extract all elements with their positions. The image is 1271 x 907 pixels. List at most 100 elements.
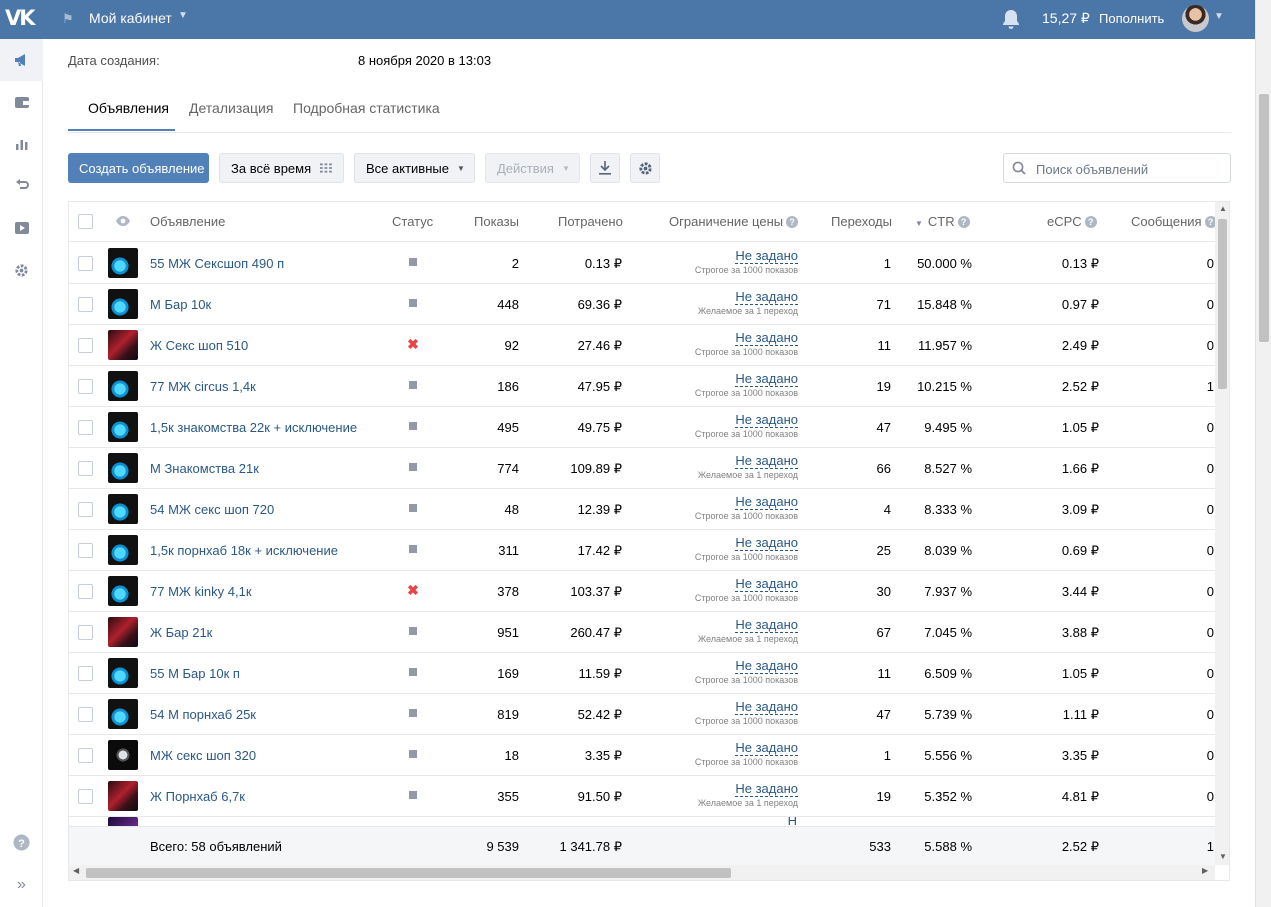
ad-thumbnail[interactable] — [108, 740, 138, 770]
row-checkbox[interactable] — [78, 420, 93, 435]
help-icon[interactable]: ? — [0, 821, 43, 863]
gear-icon[interactable] — [0, 249, 43, 291]
price-limit-link[interactable]: Не задано — [735, 658, 798, 674]
table-row[interactable]: 1,5к знакомства 22к + исключение 495 49.75… — [69, 407, 1215, 448]
ad-thumbnail[interactable] — [108, 781, 138, 811]
ad-name-link[interactable]: 54 МЖ секс шоп 720 — [150, 502, 275, 517]
avatar[interactable] — [1182, 5, 1209, 32]
ad-thumbnail[interactable] — [108, 289, 138, 319]
header-impressions[interactable]: Показы — [474, 214, 519, 229]
ad-thumbnail[interactable] — [108, 699, 138, 729]
ad-thumbnail[interactable] — [108, 535, 138, 565]
header-ecpc[interactable]: eCPC? — [1047, 214, 1097, 229]
vk-logo[interactable]: VK — [5, 6, 36, 30]
ad-name-link[interactable]: 77 МЖ kinky 4,1к — [150, 584, 252, 599]
topup-link[interactable]: Пополнить — [1099, 11, 1165, 26]
page-scrollbar[interactable] — [1255, 0, 1271, 907]
page-scroll-thumb[interactable] — [1259, 94, 1269, 342]
expand-icon[interactable]: » — [17, 876, 26, 893]
ad-name-link[interactable]: 77 МЖ circus 1,4к — [150, 379, 256, 394]
ad-thumbnail[interactable] — [108, 371, 138, 401]
row-checkbox[interactable] — [78, 297, 93, 312]
chevron-down-icon[interactable]: ▼ — [178, 10, 188, 21]
stopped-status-icon[interactable] — [406, 788, 420, 802]
header-price-limit[interactable]: Ограничение цены? — [669, 214, 799, 229]
search-box[interactable] — [1003, 153, 1231, 183]
ad-thumbnail[interactable] — [108, 412, 138, 442]
price-limit-link[interactable]: Не задано — [735, 330, 798, 346]
chevron-down-icon[interactable]: ▼ — [1214, 11, 1224, 22]
ad-thumbnail[interactable] — [108, 248, 138, 278]
ad-thumbnail[interactable] — [108, 453, 138, 483]
horizontal-scrollbar[interactable]: ◀ ▶ — [69, 865, 1215, 880]
rejected-status-icon[interactable]: ✖ — [407, 582, 419, 598]
search-input[interactable] — [1036, 160, 1224, 178]
price-limit-link[interactable]: Не задано — [735, 453, 798, 469]
row-checkbox[interactable] — [78, 256, 93, 271]
tab-details[interactable]: Детализация — [189, 100, 274, 116]
row-checkbox[interactable] — [78, 379, 93, 394]
header-clicks[interactable]: Переходы — [831, 214, 892, 229]
stopped-status-icon[interactable] — [406, 706, 420, 720]
ad-name-link[interactable]: Ж Секс шоп 510 — [150, 338, 249, 353]
row-checkbox[interactable] — [78, 584, 93, 599]
row-checkbox[interactable] — [78, 707, 93, 722]
header-ctr[interactable]: ▼ CTR? — [915, 214, 970, 229]
table-row[interactable]: 77 МЖ kinky 4,1к ✖ 378 103.37 ₽ Не задано Стр… — [69, 571, 1215, 612]
stopped-status-icon[interactable] — [406, 624, 420, 638]
scroll-down-icon[interactable]: ▼ — [1219, 852, 1227, 861]
price-limit-link[interactable]: Не задано — [735, 412, 798, 428]
price-limit-link[interactable]: Не задано — [735, 535, 798, 551]
tab-statistics[interactable]: Подробная статистика — [293, 100, 440, 116]
chart-icon[interactable] — [0, 123, 43, 165]
vertical-scroll-thumb[interactable] — [1218, 219, 1227, 389]
stopped-status-icon[interactable] — [406, 419, 420, 433]
stopped-status-icon[interactable] — [406, 296, 420, 310]
row-checkbox[interactable] — [78, 666, 93, 681]
eye-icon[interactable] — [115, 215, 131, 227]
ad-name-link[interactable]: 1,5к порнхаб 18к + исключение — [150, 543, 338, 558]
table-row[interactable]: 55 М Бар 10к п 169 11.59 ₽ Не задано Строгое… — [69, 653, 1215, 694]
ad-name-link[interactable]: Ж Порнхаб 6,7к — [150, 789, 245, 804]
header-ad[interactable]: Объявление — [150, 214, 226, 229]
price-limit-link[interactable]: Не задано — [735, 494, 798, 510]
bell-icon[interactable] — [1000, 8, 1022, 30]
row-checkbox[interactable] — [78, 461, 93, 476]
header-status[interactable]: Статус — [392, 214, 434, 229]
row-checkbox[interactable] — [78, 789, 93, 804]
price-limit-link[interactable]: Не задано — [735, 740, 798, 756]
filter-select[interactable]: Все активные ▼ — [354, 153, 475, 183]
table-row[interactable]: М Знакомства 21к 774 109.89 ₽ Не задано Жела… — [69, 448, 1215, 489]
ad-name-link[interactable]: МЖ секс шоп 320 — [150, 748, 257, 763]
stopped-status-icon[interactable] — [406, 460, 420, 474]
ad-thumbnail[interactable] — [108, 658, 138, 688]
price-limit-link[interactable]: Не задано — [735, 617, 798, 633]
select-all-checkbox[interactable] — [78, 214, 93, 229]
wallet-icon[interactable] — [0, 81, 43, 123]
ad-thumbnail[interactable] — [108, 494, 138, 524]
price-limit-link[interactable]: Не задано — [735, 289, 798, 305]
ad-name-link[interactable]: Ж Бар 21к — [150, 625, 213, 640]
scroll-left-icon[interactable]: ◀ — [73, 866, 80, 875]
actions-select[interactable]: Действия ▼ — [485, 153, 580, 183]
row-checkbox[interactable] — [78, 625, 93, 640]
table-row[interactable]: 54 МЖ секс шоп 720 48 12.39 ₽ Не задано Стро… — [69, 489, 1215, 530]
help-icon[interactable]: ? — [1204, 216, 1217, 228]
table-row[interactable]: 54 М порнхаб 25к 819 52.42 ₽ Не задано Строг… — [69, 694, 1215, 735]
stopped-status-icon[interactable] — [406, 501, 420, 515]
help-icon[interactable]: ? — [957, 216, 970, 228]
row-checkbox[interactable] — [78, 502, 93, 517]
ad-thumbnail[interactable] — [108, 576, 138, 606]
horizontal-scroll-thumb[interactable] — [86, 868, 731, 878]
row-checkbox[interactable] — [78, 543, 93, 558]
table-row[interactable]: М Бар 10к 448 69.36 ₽ Не задано Желаемое за … — [69, 284, 1215, 325]
price-limit-link[interactable]: Не задано — [735, 371, 798, 387]
download-button[interactable] — [590, 153, 620, 183]
ad-name-link[interactable]: 54 М порнхаб 25к — [150, 707, 256, 722]
row-checkbox[interactable] — [78, 338, 93, 353]
stopped-status-icon[interactable] — [406, 665, 420, 679]
ad-name-link[interactable]: 55 М Бар 10к п — [150, 666, 240, 681]
video-icon[interactable] — [0, 207, 43, 249]
table-row[interactable]: 55 МЖ Сексшоп 490 п 2 0.13 ₽ Не задано Строг… — [69, 243, 1215, 284]
header-spent[interactable]: Потрачено — [558, 214, 623, 229]
